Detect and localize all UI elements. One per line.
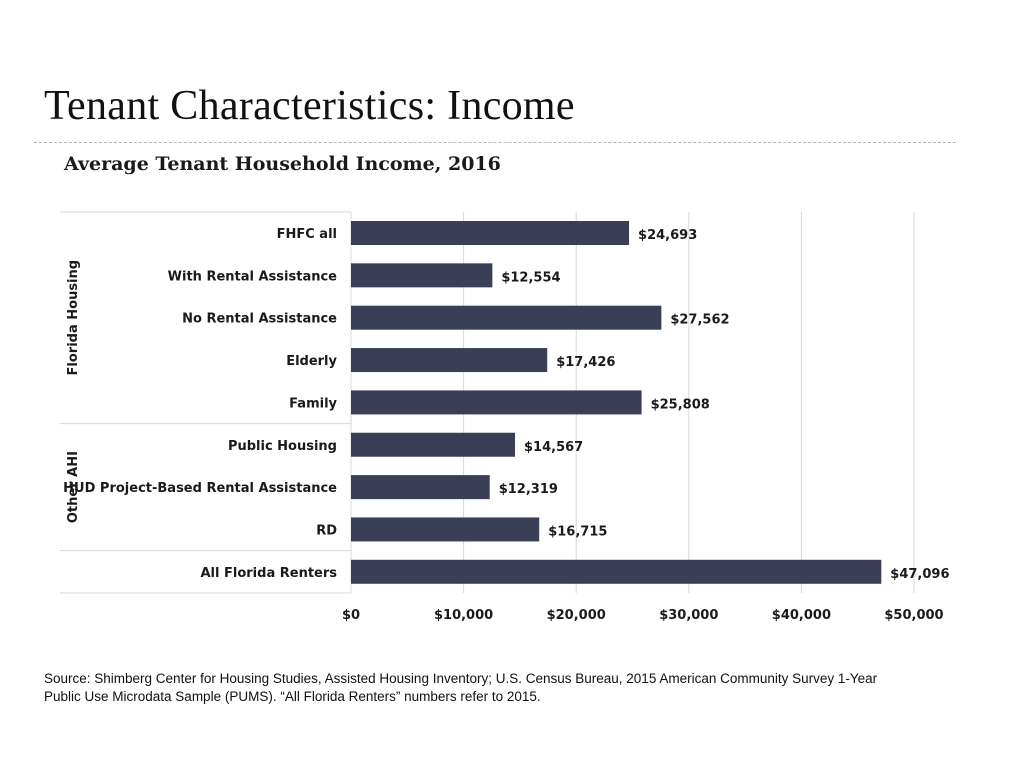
bar bbox=[351, 432, 516, 457]
bar bbox=[351, 263, 493, 288]
x-tick-label: $20,000 bbox=[547, 608, 606, 623]
bar bbox=[351, 348, 548, 373]
category-label: Elderly bbox=[286, 354, 337, 369]
category-label: No Rental Assistance bbox=[182, 312, 337, 327]
bar bbox=[351, 517, 540, 542]
x-tick-label: $50,000 bbox=[884, 608, 943, 623]
bar bbox=[351, 305, 662, 330]
bar bbox=[351, 475, 490, 500]
bar bbox=[351, 221, 630, 245]
income-bar-chart: $0 $10,000 $20,000 $30,000 $40,000 $50,000 Flo… bbox=[60, 211, 950, 623]
data-label: $12,554 bbox=[501, 270, 560, 285]
data-label: $27,562 bbox=[670, 313, 729, 328]
data-label: $17,426 bbox=[556, 355, 615, 370]
slide-title: Tenant Characteristics: Income bbox=[44, 83, 575, 129]
category-label: FHFC all bbox=[277, 227, 337, 242]
labels: $0 $10,000 $20,000 $30,000 $40,000 $50,000 Flo… bbox=[63, 227, 949, 623]
data-label: $24,693 bbox=[638, 228, 697, 243]
category-label: Family bbox=[289, 396, 337, 411]
category-label: Public Housing bbox=[228, 439, 337, 454]
data-label: $47,096 bbox=[890, 567, 949, 582]
x-tick-label: $0 bbox=[342, 608, 360, 623]
bar bbox=[351, 390, 642, 415]
data-label: $14,567 bbox=[524, 440, 583, 455]
category-label: All Florida Renters bbox=[201, 566, 338, 581]
data-label: $12,319 bbox=[499, 482, 558, 497]
x-tick-label: $30,000 bbox=[659, 608, 718, 623]
title-divider bbox=[34, 142, 956, 143]
group-label: Other AHI bbox=[66, 451, 81, 523]
group-label: Florida Housing bbox=[66, 260, 81, 376]
category-label: HUD Project-Based Rental Assistance bbox=[63, 481, 337, 496]
bars bbox=[351, 221, 882, 584]
category-label: RD bbox=[316, 523, 337, 538]
source-note: Source: Shimberg Center for Housing Stud… bbox=[44, 671, 878, 704]
bar bbox=[351, 559, 882, 584]
data-label: $25,808 bbox=[651, 397, 710, 412]
category-label: With Rental Assistance bbox=[168, 269, 338, 284]
data-label: $16,715 bbox=[548, 524, 607, 539]
x-tick-label: $40,000 bbox=[772, 608, 831, 623]
chart-title: Average Tenant Household Income, 2016 bbox=[64, 153, 501, 175]
x-tick-label: $10,000 bbox=[434, 608, 493, 623]
